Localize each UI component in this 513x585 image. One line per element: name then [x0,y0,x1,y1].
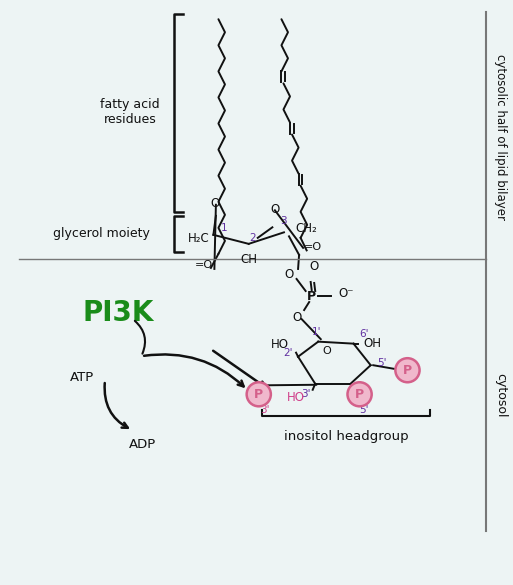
Text: 5': 5' [359,405,368,415]
Text: glycerol moiety: glycerol moiety [52,228,149,240]
Text: CH: CH [240,253,257,266]
Text: P: P [403,364,412,377]
Circle shape [396,358,420,382]
Text: O: O [322,346,331,356]
Text: O: O [284,269,293,281]
Text: inositol headgroup: inositol headgroup [284,431,408,443]
Text: O: O [210,197,220,210]
Text: 2: 2 [249,233,256,243]
Text: cytosol: cytosol [494,373,507,418]
Text: 1': 1' [311,326,321,336]
Text: 2': 2' [283,347,293,357]
Text: P: P [355,388,364,401]
Text: 4': 4' [351,389,360,399]
Text: 3': 3' [302,389,311,399]
Text: O: O [309,260,319,273]
Text: P: P [307,290,316,302]
Text: O: O [292,311,301,324]
Text: 6': 6' [359,329,368,339]
Text: HO: HO [287,391,305,404]
Text: PI3K: PI3K [82,298,154,326]
Text: O: O [270,203,280,216]
Circle shape [347,382,372,407]
Text: OH: OH [363,337,381,350]
Text: O⁻: O⁻ [339,287,354,300]
Text: H₂C: H₂C [188,232,209,245]
Text: HO: HO [271,338,289,351]
Text: 3: 3 [281,216,287,226]
Text: ATP: ATP [70,371,94,384]
Circle shape [247,382,271,407]
Text: P: P [254,388,263,401]
Text: 1: 1 [221,223,228,233]
Text: =O: =O [304,242,322,252]
Text: cytosolic half of lipid bilayer: cytosolic half of lipid bilayer [494,54,507,220]
Text: 3': 3' [260,405,269,415]
Text: ADP: ADP [129,438,156,451]
Text: CH₂: CH₂ [295,222,317,235]
Text: fatty acid
residues: fatty acid residues [101,98,160,126]
Text: 5': 5' [377,357,386,368]
Text: =O: =O [195,260,213,270]
